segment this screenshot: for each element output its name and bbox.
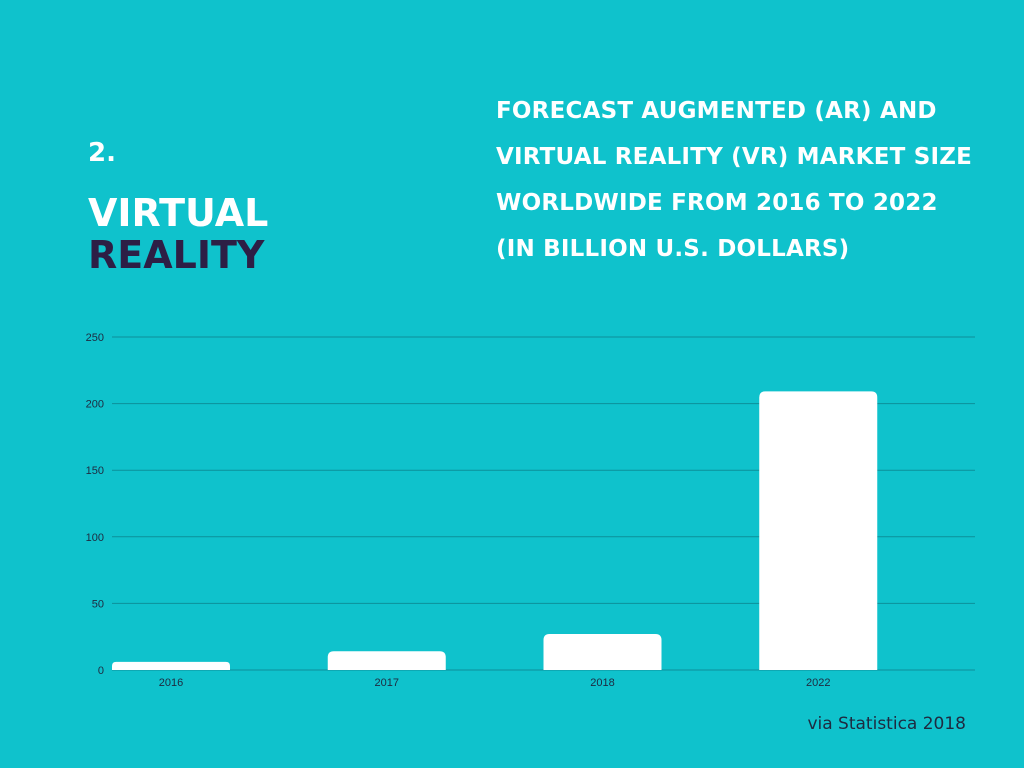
y-tick-label: 250 xyxy=(86,332,104,344)
x-axis-ticks: 2016 2017 2018 2022 xyxy=(159,677,831,689)
chart-title-line: WORLDWIDE FROM 2016 TO 2022 xyxy=(496,190,938,216)
chart-title-line: (IN BILLION U.S. DOLLARS) xyxy=(496,236,850,262)
x-tick-label: 2017 xyxy=(375,677,399,689)
bar-2022 xyxy=(759,391,878,670)
section-heading: VIRTUAL REALITY xyxy=(88,192,268,276)
y-tick-label: 200 xyxy=(86,399,104,411)
y-tick-label: 150 xyxy=(86,465,104,477)
y-axis-ticks: 0 50 100 150 200 250 xyxy=(86,332,104,677)
heading-line-reality: REALITY xyxy=(88,233,265,277)
chart-title-line: FORECAST AUGMENTED (AR) AND xyxy=(496,98,937,124)
y-tick-label: 50 xyxy=(92,598,104,610)
source-credit: via Statistica 2018 xyxy=(807,714,966,734)
bar-2017 xyxy=(327,651,446,670)
bars xyxy=(112,391,878,670)
y-tick-label: 0 xyxy=(98,665,104,677)
bar-2016 xyxy=(112,661,230,670)
section-number: 2. xyxy=(88,138,116,168)
x-tick-label: 2018 xyxy=(590,677,614,689)
bar-2018 xyxy=(543,634,662,670)
chart-title: FORECAST AUGMENTED (AR) AND VIRTUAL REAL… xyxy=(496,88,996,272)
x-tick-label: 2016 xyxy=(159,677,183,689)
chart-title-line: VIRTUAL REALITY (VR) MARKET SIZE xyxy=(496,144,973,170)
y-tick-label: 100 xyxy=(86,532,104,544)
heading-line-virtual: VIRTUAL xyxy=(88,191,269,235)
x-tick-label: 2022 xyxy=(806,677,830,689)
